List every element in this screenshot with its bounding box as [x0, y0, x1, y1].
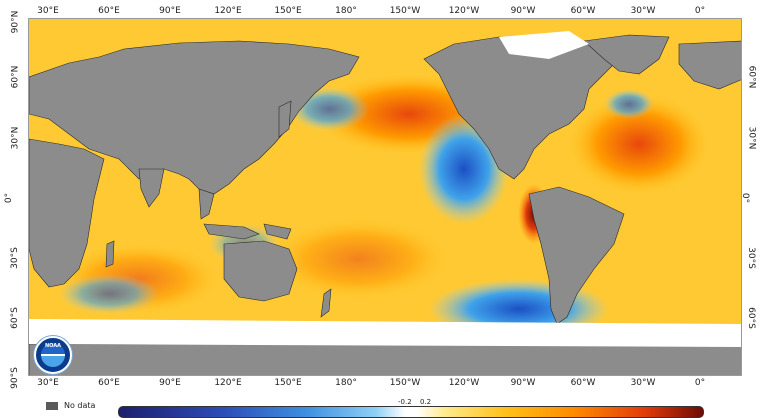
left-lat-label: 60°N: [10, 65, 21, 89]
bottom-lon-label: 30°W: [630, 378, 656, 388]
south-pacific-warm-patch: [269, 219, 449, 299]
land-masses: [29, 34, 741, 375]
bottom-lon-label: 150°W: [389, 378, 421, 388]
no-data-label: No data: [64, 401, 96, 410]
bottom-lon-label: 0°: [694, 378, 706, 388]
bottom-lon-label: 120°E: [214, 378, 242, 388]
left-lat-label: 90°S: [9, 367, 20, 389]
right-lat-label: 60°S: [745, 307, 756, 329]
left-lat-label: 60°S: [9, 307, 20, 329]
colorbar: [118, 406, 704, 418]
colorbar-tick-neg: -0.2: [398, 398, 412, 406]
left-lat-label: 30°S: [9, 247, 20, 269]
noaa-logo: NOAA: [34, 336, 72, 374]
top-lon-label: 60°E: [98, 6, 120, 16]
left-lat-label: 90°N: [10, 10, 21, 34]
sea-ice: [29, 31, 741, 347]
top-lon-label: 180°: [335, 6, 357, 16]
no-data-swatch: [46, 402, 58, 410]
bottom-lon-label: 30°E: [37, 378, 59, 388]
bottom-lon-label: 150°E: [274, 378, 302, 388]
bottom-lon-label: 120°W: [448, 378, 480, 388]
south-indian-cool-patch: [59, 274, 159, 314]
right-lat-label: 30°N: [746, 126, 757, 150]
bottom-lon-label: 90°W: [510, 378, 536, 388]
top-lon-label: 30°E: [37, 6, 59, 16]
sst-anomaly-map[interactable]: [28, 18, 742, 376]
left-lat-label: 30°N: [10, 126, 21, 150]
bottom-lon-label: 180°: [335, 378, 357, 388]
logo-emblem: [41, 343, 65, 367]
top-lon-label: 0°: [694, 6, 706, 16]
north-atlantic-warm-patch: [569, 94, 709, 194]
logo-text: NOAA: [44, 343, 62, 349]
top-lon-label: 150°E: [274, 6, 302, 16]
map-canvas: [29, 19, 741, 375]
top-lon-label: 60°W: [570, 6, 596, 16]
bottom-lon-label: 90°E: [159, 378, 181, 388]
top-lon-label: 150°W: [389, 6, 421, 16]
top-lon-label: 120°E: [214, 6, 242, 16]
right-lat-label: 0°: [740, 192, 751, 204]
top-lon-label: 30°W: [630, 6, 656, 16]
bottom-lon-label: 60°E: [98, 378, 120, 388]
labrador-cool-patch: [604, 89, 654, 119]
top-lon-label: 90°W: [510, 6, 536, 16]
top-lon-label: 120°W: [448, 6, 480, 16]
left-lat-label: 0°: [4, 192, 15, 204]
right-lat-label: 30°S: [745, 247, 756, 269]
right-lat-label: 60°N: [746, 65, 757, 89]
bottom-lon-label: 60°W: [570, 378, 596, 388]
top-lon-label: 90°E: [159, 6, 181, 16]
colorbar-tick-pos: 0.2: [420, 398, 432, 406]
